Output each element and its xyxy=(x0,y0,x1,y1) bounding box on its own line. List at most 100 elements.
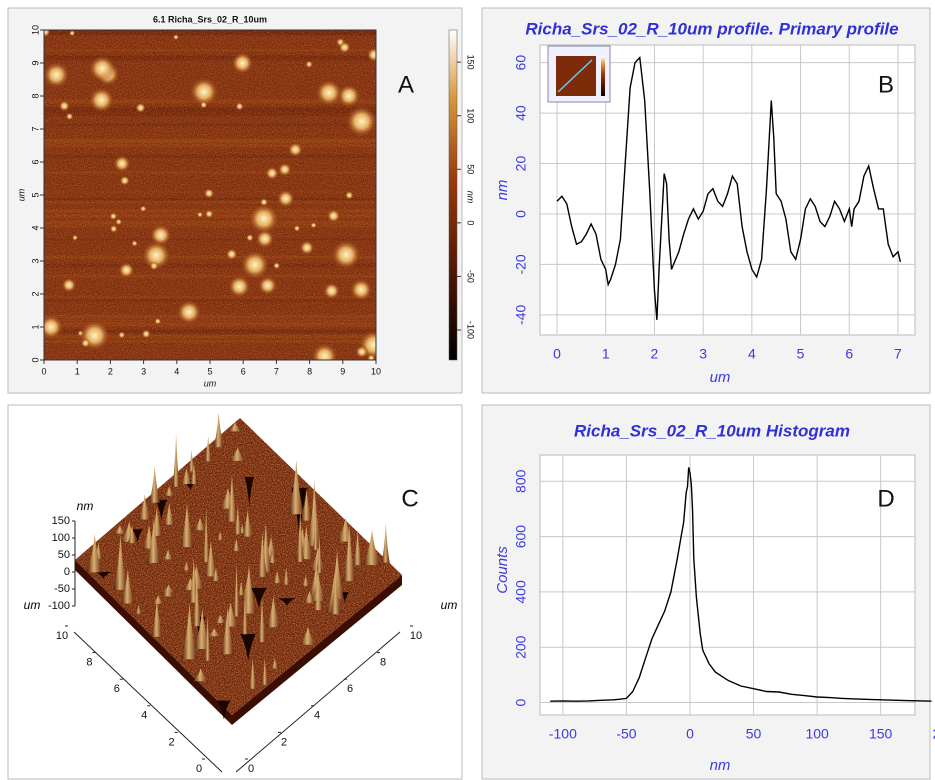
z-tick-label: 150 xyxy=(52,515,70,527)
surface-peak xyxy=(138,494,151,520)
particle xyxy=(331,239,362,270)
particle xyxy=(248,203,280,235)
surface-peak xyxy=(152,595,165,604)
y-tick-label: 60 xyxy=(513,55,529,71)
x-axis-label: um xyxy=(204,378,217,388)
particle xyxy=(245,233,254,242)
surface-peak xyxy=(204,614,211,661)
surface-peak xyxy=(257,531,268,577)
x-tick-label: 200 xyxy=(933,726,935,742)
surface-peak xyxy=(155,499,168,521)
colorbar xyxy=(448,29,458,361)
x-tick-label: 4 xyxy=(141,710,147,722)
particle xyxy=(345,105,376,138)
particle xyxy=(172,34,179,41)
panel-label: C xyxy=(401,485,418,512)
particle xyxy=(315,79,343,107)
inset-colorbar xyxy=(601,56,605,96)
y-tick-label: 4 xyxy=(30,225,40,230)
colorbar-tick-label: -100 xyxy=(466,321,476,339)
panel-label: A xyxy=(398,71,414,98)
surface-peak xyxy=(217,700,231,720)
particle xyxy=(204,209,214,219)
surface-peak xyxy=(180,467,193,485)
y-tick-label: 9 xyxy=(30,60,40,65)
particle xyxy=(154,317,162,325)
surface-peak xyxy=(299,626,317,645)
surface-peak xyxy=(310,572,326,602)
x-tick-label: 7 xyxy=(274,366,279,376)
surface-peak xyxy=(221,607,235,655)
particle xyxy=(109,212,118,221)
x-tick-label: 1 xyxy=(75,366,80,376)
particle xyxy=(225,248,238,261)
particle xyxy=(366,47,376,63)
y-tick-label: -20 xyxy=(513,254,529,274)
z-tick-label: -50 xyxy=(54,583,70,595)
particle xyxy=(189,77,219,107)
y-tick-label: 800 xyxy=(513,469,529,493)
surface-peak xyxy=(312,509,319,550)
particle xyxy=(141,329,151,339)
surface-peak xyxy=(162,549,174,560)
y-tick-label: 2 xyxy=(281,736,287,748)
particle xyxy=(338,41,351,54)
chart-title: Richa_Srs_02_R_10um profile. Primary pro… xyxy=(525,19,898,38)
surface-peak xyxy=(234,505,242,535)
x-tick-label: 1 xyxy=(602,346,610,362)
y-tick-label: 0 xyxy=(30,357,40,362)
surface-peak xyxy=(163,502,175,525)
colorbar-tick-label: 50 xyxy=(466,164,476,174)
particle xyxy=(305,60,313,69)
surface-peak xyxy=(121,569,135,604)
particle xyxy=(255,229,275,249)
particle xyxy=(231,51,254,75)
particle xyxy=(69,30,76,37)
particle xyxy=(293,224,301,232)
surface-peak xyxy=(237,580,245,596)
surface-peak xyxy=(192,573,202,627)
surface-peak xyxy=(207,628,222,637)
surface-peak xyxy=(296,508,305,562)
particle xyxy=(323,282,341,300)
chart-title: Richa_Srs_02_R_10um Histogram xyxy=(574,421,850,440)
surface-peak xyxy=(330,563,342,615)
surface-peak xyxy=(241,593,249,635)
particle xyxy=(119,175,130,186)
surface-peak xyxy=(193,517,207,531)
particle xyxy=(199,101,208,109)
x-tick-label: 3 xyxy=(141,366,146,376)
y-tick-label: 40 xyxy=(513,105,529,121)
y-axis-label: um xyxy=(441,598,458,612)
particle xyxy=(80,338,91,348)
surface-peak xyxy=(301,488,312,521)
x-axis-label: um xyxy=(710,369,731,386)
surface-peak xyxy=(310,547,326,571)
surface-peak xyxy=(146,517,161,564)
y-tick-label: 6 xyxy=(30,159,40,164)
particle xyxy=(118,261,135,279)
y-tick-label: 4 xyxy=(314,710,320,722)
surface-peak xyxy=(181,602,198,660)
surface-peak xyxy=(353,529,363,566)
particle xyxy=(355,345,369,359)
surface-peak xyxy=(288,459,304,515)
x-tick-label: 6 xyxy=(845,346,853,362)
colorbar-tick-label: -50 xyxy=(466,270,476,283)
particle xyxy=(118,331,126,339)
y-tick-label: 0 xyxy=(513,698,529,706)
particle xyxy=(276,189,295,208)
particle xyxy=(257,275,278,296)
surface-peak xyxy=(202,508,210,563)
x-tick-label: 10 xyxy=(56,630,68,642)
surface-peak xyxy=(248,657,257,689)
surface-peak xyxy=(343,524,356,582)
x-tick-label: -50 xyxy=(616,726,636,742)
surface-peak xyxy=(149,465,161,503)
y-tick-label: 1 xyxy=(30,324,40,329)
x-axis-label: um xyxy=(24,598,41,612)
x-tick-label: 0 xyxy=(41,366,46,376)
surface-peak xyxy=(182,561,191,571)
chart-title: 6.1 Richa_Srs_02_R_10um xyxy=(153,14,267,24)
data-line xyxy=(550,467,932,702)
